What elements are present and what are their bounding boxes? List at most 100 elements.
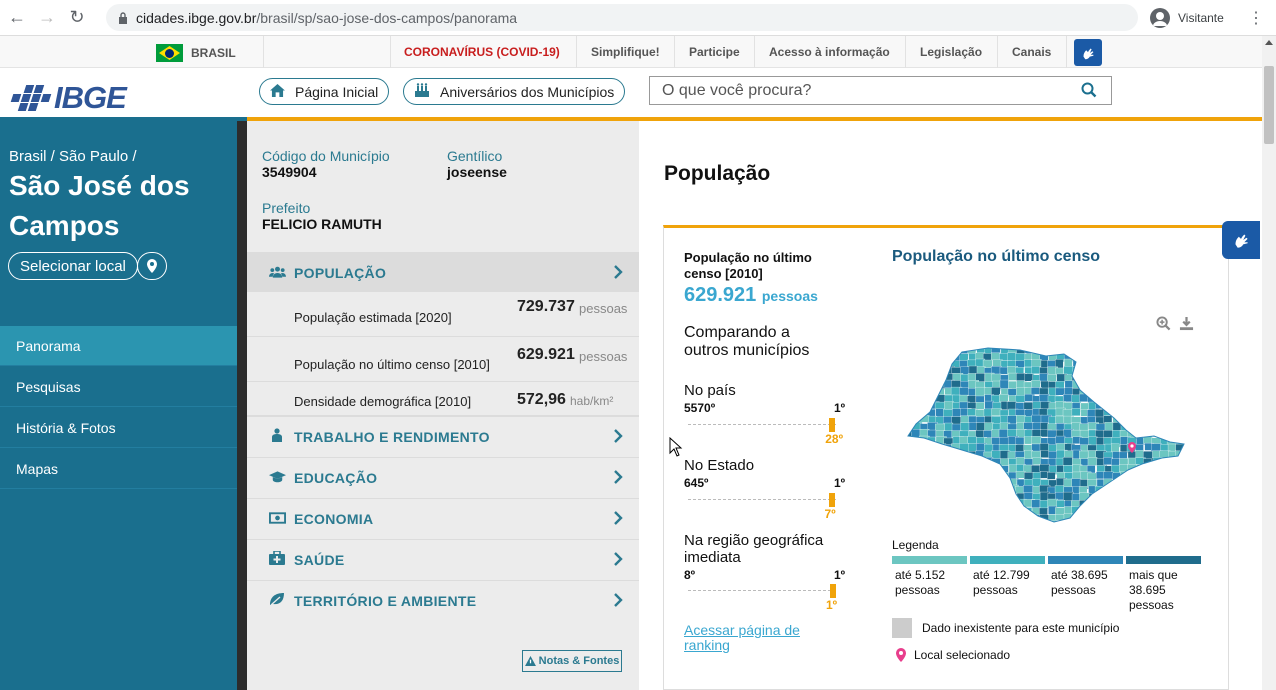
municipality-cell[interactable] [904,374,914,383]
municipality-cell[interactable] [904,408,914,416]
municipality-cell[interactable] [959,479,970,490]
municipality-cell[interactable] [911,506,922,515]
municipality-cell[interactable] [1183,395,1186,403]
municipality-cell[interactable] [1167,380,1177,391]
accessibility-hand-icon[interactable] [1222,221,1260,259]
municipality-cell[interactable] [967,436,977,444]
municipality-cell[interactable] [1127,394,1138,402]
municipality-cell[interactable] [944,422,954,432]
municipality-cell[interactable] [1103,520,1113,526]
municipality-cell[interactable] [1159,366,1170,377]
sidebar-item-pesquisas[interactable]: Pesquisas [0,367,237,407]
municipality-cell[interactable] [1119,386,1128,396]
municipality-cell[interactable] [927,346,937,356]
municipality-cell[interactable] [991,514,1003,523]
municipality-cell[interactable] [943,485,955,494]
municipality-cell[interactable] [1176,408,1185,418]
municipality-cell[interactable] [1014,437,1025,445]
municipality-cell[interactable] [1136,479,1147,489]
municipality-cell[interactable] [935,507,945,518]
municipality-cell[interactable] [904,520,914,526]
municipality-cell[interactable] [1128,407,1139,417]
municipality-cell[interactable] [1176,401,1186,412]
municipality-cell[interactable] [983,471,995,480]
municipality-cell[interactable] [936,513,948,522]
municipality-cell[interactable] [1031,366,1041,374]
municipality-cell[interactable] [1094,373,1104,383]
municipality-cell[interactable] [928,388,938,397]
municipality-cell[interactable] [920,506,930,515]
municipality-cell[interactable] [943,347,953,356]
municipality-cell[interactable] [1144,422,1155,430]
municipality-cell[interactable] [920,485,930,495]
municipality-cell[interactable] [1039,464,1050,472]
municipality-cell[interactable] [1128,353,1138,361]
municipality-cell[interactable] [928,478,937,489]
municipality-cell[interactable] [1095,520,1106,526]
municipality-cell[interactable] [1135,450,1144,459]
municipality-cell[interactable] [1088,520,1099,526]
municipality-cell[interactable] [983,408,993,417]
municipality-cell[interactable] [1103,430,1114,438]
municipality-cell[interactable] [1184,457,1186,465]
municipality-cell[interactable] [904,478,914,487]
municipality-cell[interactable] [999,520,1010,526]
municipality-cell[interactable] [968,493,978,504]
municipality-cell[interactable] [1112,394,1123,404]
municipality-cell[interactable] [920,458,932,469]
municipality-cell[interactable] [968,485,980,494]
municipality-cell[interactable] [1183,437,1186,448]
municipality-cell[interactable] [990,486,1001,496]
municipality-cell[interactable] [1112,401,1121,410]
municipality-cell[interactable] [1008,381,1017,390]
municipality-cell[interactable] [1062,457,1073,466]
sidebar-item-mapas[interactable]: Mapas [0,449,237,489]
municipality-cell[interactable] [1111,346,1122,353]
municipality-cell[interactable] [904,505,913,514]
municipality-cell[interactable] [1127,346,1138,357]
municipality-cell[interactable] [999,394,1009,403]
municipality-cell[interactable] [999,493,1009,503]
municipality-cell[interactable] [1167,499,1177,508]
municipality-cell[interactable] [991,492,1002,502]
municipality-cell[interactable] [943,457,954,467]
municipality-cell[interactable] [1175,521,1186,526]
municipality-cell[interactable] [920,353,930,362]
municipality-cell[interactable] [1015,512,1025,521]
municipality-cell[interactable] [1103,352,1115,363]
municipality-cell[interactable] [952,346,962,356]
municipality-cell[interactable] [934,401,946,410]
municipality-cell[interactable] [1151,394,1163,405]
municipality-cell[interactable] [1175,353,1186,362]
municipality-cell[interactable] [1135,352,1145,362]
ibge-logo[interactable]: IBGE [10,80,127,116]
municipality-cell[interactable] [952,521,963,526]
municipality-cell[interactable] [1007,388,1017,397]
municipality-cell[interactable] [1152,478,1162,487]
municipality-cell[interactable] [936,492,947,500]
municipality-cell[interactable] [1151,367,1161,376]
municipality-cell[interactable] [1182,464,1186,474]
acesso-informacao-link[interactable]: Acesso à informação [769,45,890,59]
municipality-cell[interactable] [975,471,985,481]
municipality-cell[interactable] [1095,346,1105,354]
municipality-cell[interactable] [927,450,937,460]
municipality-cell[interactable] [1159,387,1171,398]
municipality-cell[interactable] [1103,346,1113,355]
municipality-cell[interactable] [1174,416,1184,424]
municipality-cell[interactable] [1168,408,1178,416]
municipality-cell[interactable] [1088,436,1098,446]
municipality-cell[interactable] [1119,521,1128,526]
municipality-cell[interactable] [959,346,969,354]
municipality-cell[interactable] [943,351,954,360]
municipality-cell[interactable] [1160,423,1171,433]
municipality-cell[interactable] [974,521,984,526]
municipality-cell[interactable] [1176,346,1186,356]
municipality-cell[interactable] [1119,401,1131,410]
home-button[interactable]: Página Inicial [259,78,390,105]
municipality-cell[interactable] [1160,479,1171,488]
municipality-cell[interactable] [1144,506,1155,515]
municipality-cell[interactable] [1119,492,1130,503]
municipality-cell[interactable] [1176,394,1186,404]
municipality-cell[interactable] [912,485,923,495]
